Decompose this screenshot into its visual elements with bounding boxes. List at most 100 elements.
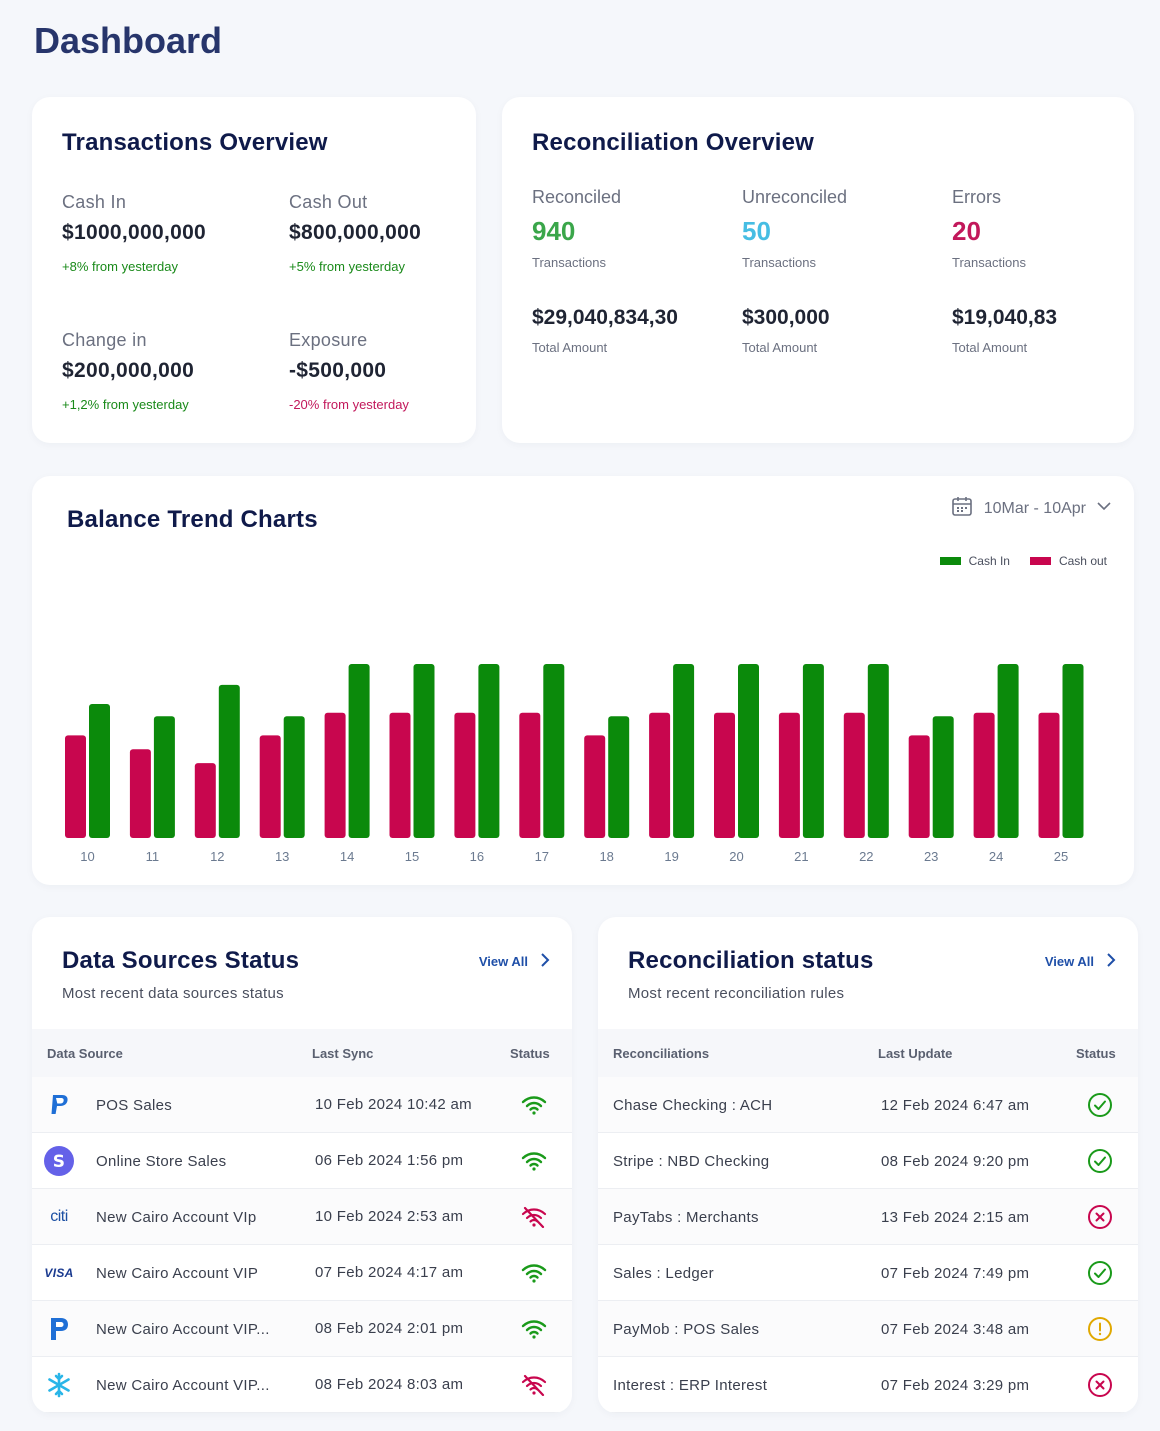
bar-cash-out-18[interactable] [584,735,606,838]
table-row[interactable]: New Cairo Account VIP... 08 Feb 2024 8:0… [32,1357,572,1413]
bar-cash-in-14[interactable] [348,664,370,838]
wifi-icon [520,1091,548,1119]
transactions-overview-card: Transactions Overview Cash In $1000,000,… [32,97,476,443]
bar-cash-in-25[interactable] [1062,664,1084,838]
legend-swatch [1029,557,1051,565]
bar-cash-in-21[interactable] [802,664,824,838]
rec-amount-sub: Total Amount [742,340,818,355]
chart-legend: Cash In Cash out [939,554,1107,568]
rec-col-unreconciled: Unreconciled 50 Transactions $300,000 To… [742,187,942,355]
chevron-right-icon [540,953,550,970]
balance-trend-title: Balance Trend Charts [67,506,318,533]
bar-cash-out-23[interactable] [908,735,930,838]
view-all-reconciliations-link[interactable]: View All [1045,953,1116,970]
bar-cash-in-15[interactable] [413,664,435,838]
x-tick-label: 18 [599,849,613,864]
bar-cash-in-20[interactable] [738,664,759,838]
table-header: Data Source Last Sync Status [32,1029,572,1077]
x-tick-label: 13 [275,849,289,864]
rec-amount-sub: Total Amount [532,340,608,355]
table-row[interactable]: PayTabs : Merchants 13 Feb 2024 2:15 am [598,1189,1138,1245]
bar-cash-out-25[interactable] [1038,712,1060,838]
date-range-picker[interactable]: 10Mar - 10Apr [950,494,1112,523]
legend-item-cash-in[interactable]: Cash In [939,554,1010,568]
last-update-time: 07 Feb 2024 3:48 am [881,1320,1030,1338]
table-row[interactable]: Stripe : NBD Checking 08 Feb 2024 9:20 p… [598,1133,1138,1189]
bar-cash-out-22[interactable] [843,712,865,838]
table-row[interactable]: VISA New Cairo Account VIP 07 Feb 2024 4… [32,1245,572,1301]
rec-amount: $19,040,83 [952,306,1058,329]
bar-cash-out-19[interactable] [649,712,671,838]
check-circle-icon [1086,1091,1114,1119]
last-update-time: 08 Feb 2024 9:20 pm [881,1152,1030,1170]
x-tick-label: 11 [146,849,160,864]
stat-label: Cash Out [289,192,368,212]
bar-cash-in-17[interactable] [543,664,565,838]
citi-icon: citi [44,1202,74,1232]
bar-cash-out-14[interactable] [324,712,346,838]
bar-cash-out-17[interactable] [519,712,541,838]
x-tick-label: 21 [794,849,808,864]
data-source-name: POS Sales [96,1096,173,1114]
bar-cash-in-24[interactable] [997,664,1019,838]
bar-cash-out-10[interactable] [65,735,86,838]
x-tick-label: 25 [1054,849,1068,864]
bar-cash-in-18[interactable] [608,716,630,838]
bar-cash-out-11[interactable] [129,749,151,838]
table-header: Reconciliations Last Update Status [598,1029,1138,1077]
logo-text: citi [50,1208,68,1225]
rec-label: Unreconciled [742,187,848,207]
bar-cash-in-11[interactable] [153,716,175,838]
bar-cash-in-16[interactable] [478,664,500,838]
snowflake-icon [44,1370,74,1400]
view-all-data-sources-link[interactable]: View All [479,953,550,970]
bar-cash-out-24[interactable] [973,712,995,838]
table-row[interactable]: Sales : Ledger 07 Feb 2024 7:49 pm [598,1245,1138,1301]
rec-count: 940 [532,216,576,246]
header-last-sync[interactable]: Last Sync [312,1046,374,1061]
header-status[interactable]: Status [510,1046,550,1061]
x-tick-label: 22 [859,849,873,864]
error-circle-icon [1086,1371,1114,1399]
stat-value: $1000,000,000 [62,221,207,244]
calendar-icon [950,494,974,523]
bar-cash-out-16[interactable] [454,712,476,838]
data-sources-subtitle: Most recent data sources status [62,985,284,1002]
header-data-source[interactable]: Data Source [47,1046,123,1061]
table-row[interactable]: Interest : ERP Interest 07 Feb 2024 3:29… [598,1357,1138,1413]
legend-item-cash-out[interactable]: Cash out [1029,554,1107,568]
stripe-icon: S [44,1146,74,1176]
check-circle-icon [1086,1259,1114,1287]
last-sync-time: 10 Feb 2024 2:53 am [315,1208,464,1225]
bar-cash-in-12[interactable] [218,684,240,838]
bar-cash-in-23[interactable] [932,716,954,838]
bar-cash-out-21[interactable] [778,712,800,838]
bar-cash-out-20[interactable] [714,712,735,838]
table-row[interactable]: PayMob : POS Sales 07 Feb 2024 3:48 am [598,1301,1138,1357]
stat-label: Exposure [289,330,368,350]
data-source-name: New Cairo Account VIP... [96,1376,270,1394]
bar-cash-in-22[interactable] [867,664,889,838]
header-status[interactable]: Status [1076,1046,1116,1061]
last-update-time: 13 Feb 2024 2:15 am [881,1208,1030,1226]
table-row[interactable]: citi New Cairo Account VIp 10 Feb 2024 2… [32,1189,572,1245]
bar-cash-in-13[interactable] [283,716,305,838]
table-row[interactable]: S Online Store Sales 06 Feb 2024 1:56 pm [32,1133,572,1189]
reconciliation-name: PayTabs : Merchants [613,1208,759,1226]
bar-cash-out-12[interactable] [194,763,216,838]
data-sources-title: Data Sources Status [62,947,300,974]
rec-amount-sub: Total Amount [952,340,1028,355]
bar-cash-in-10[interactable] [89,704,110,838]
wifi-off-icon [520,1203,548,1231]
table-row[interactable]: New Cairo Account VIP... 08 Feb 2024 2:0… [32,1301,572,1357]
header-reconciliations[interactable]: Reconciliations [613,1046,710,1061]
bar-cash-out-15[interactable] [389,712,411,838]
header-last-update[interactable]: Last Update [878,1046,953,1061]
table-row[interactable]: POS Sales 10 Feb 2024 10:42 am [32,1077,572,1133]
reconciliation-name: Interest : ERP Interest [613,1376,768,1394]
table-row[interactable]: Chase Checking : ACH 12 Feb 2024 6:47 am [598,1077,1138,1133]
rec-count: 20 [952,216,981,246]
wifi-icon [520,1315,548,1343]
bar-cash-out-13[interactable] [259,735,281,838]
bar-cash-in-19[interactable] [673,664,695,838]
